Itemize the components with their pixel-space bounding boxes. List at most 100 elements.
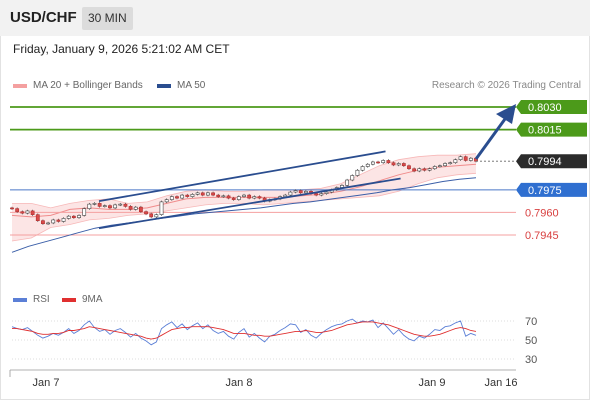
candle (443, 162, 447, 167)
candle (252, 195, 257, 200)
candle (376, 160, 380, 164)
candle (108, 204, 112, 210)
candle (438, 164, 442, 168)
ma50-line (11, 177, 477, 253)
candle (128, 205, 133, 211)
channel-lower-line (98, 177, 401, 230)
candle (97, 202, 102, 208)
candle-body (190, 194, 195, 197)
candle (365, 163, 370, 168)
rsi-swatch (13, 297, 27, 302)
candle (293, 189, 298, 194)
candle (355, 169, 360, 177)
candle (159, 200, 164, 216)
candle-body (458, 156, 463, 161)
candle (10, 206, 14, 210)
candle-body (154, 214, 159, 218)
candle (82, 207, 87, 217)
candle (257, 195, 262, 200)
candle-body (20, 211, 25, 214)
candle (154, 213, 159, 219)
candle-body (303, 191, 308, 194)
candle-body (386, 160, 391, 164)
legend-ma9-label: 9MA (82, 294, 103, 305)
candle (77, 214, 81, 219)
level-tag-0.7975 (516, 182, 587, 197)
candle-body (138, 206, 143, 212)
candle-body (123, 203, 128, 207)
level-tag-0.8030 (516, 100, 587, 114)
candle-body (438, 165, 442, 168)
candle-body (355, 169, 360, 176)
candle (56, 218, 61, 223)
candle (391, 161, 396, 167)
ma50-swatch (157, 83, 171, 88)
candle-body (51, 219, 56, 224)
candle (15, 207, 20, 213)
candle (66, 214, 71, 220)
candle-body (180, 194, 185, 199)
rsi-tick-70: 70 (525, 316, 537, 328)
candle-body (463, 156, 468, 161)
candle (20, 210, 25, 215)
legend-rsi: RSI (13, 294, 50, 305)
candle (226, 194, 231, 200)
candle-body (185, 194, 190, 197)
candle (25, 209, 30, 215)
candle (92, 202, 97, 206)
x-label-jan-7: Jan 7 (33, 377, 60, 389)
candle-body (97, 203, 102, 207)
x-label-jan-16: Jan 16 (484, 377, 517, 389)
candle (61, 217, 66, 223)
candle (427, 167, 432, 172)
level-label-0.7945: 0.7945 (525, 230, 559, 242)
candle-body (10, 207, 14, 210)
projection-arrow-shaft (474, 118, 507, 160)
candle (407, 164, 411, 170)
candle (164, 198, 169, 204)
timeframe-button[interactable]: 30 MIN (82, 7, 133, 30)
candle (211, 191, 215, 197)
copyright: Research © 2026 Trading Central (431, 80, 581, 91)
candle (35, 213, 40, 222)
level-tag-0.8015 (516, 122, 587, 137)
current-price-tag (516, 154, 587, 169)
candle-body (350, 175, 355, 181)
candle-body (345, 179, 350, 186)
candle-body (175, 196, 179, 199)
candle-body (407, 165, 411, 170)
legend-ma50-label: MA 50 (177, 80, 206, 91)
candle (113, 203, 118, 210)
candle (401, 162, 406, 167)
level-label-0.8015: 0.8015 (528, 125, 562, 137)
candle-body (360, 166, 365, 171)
candle-body (381, 160, 386, 164)
candle (381, 159, 386, 164)
candle-body (113, 204, 118, 209)
candle (169, 195, 174, 201)
candle-body (391, 162, 396, 166)
ma20-swatch (13, 83, 27, 88)
candle-body (15, 208, 20, 212)
candle-body (216, 194, 221, 197)
candle-body (396, 163, 401, 166)
candle (231, 196, 236, 201)
x-label-jan-8: Jan 8 (226, 377, 253, 389)
candle-body (370, 161, 375, 165)
candle-body (159, 201, 164, 215)
candle-body (432, 166, 437, 170)
candle (448, 161, 453, 165)
candle (175, 195, 179, 200)
chart-header: USD/CHF 30 MIN (0, 0, 590, 36)
candle (386, 159, 391, 164)
candle (288, 190, 293, 197)
candle (236, 195, 241, 201)
candle-body (288, 191, 293, 196)
candle (221, 194, 226, 198)
candle-body (128, 206, 133, 210)
candle-body (46, 222, 50, 225)
candle-body (319, 193, 324, 196)
candle-body (417, 168, 422, 172)
candle (41, 219, 45, 225)
